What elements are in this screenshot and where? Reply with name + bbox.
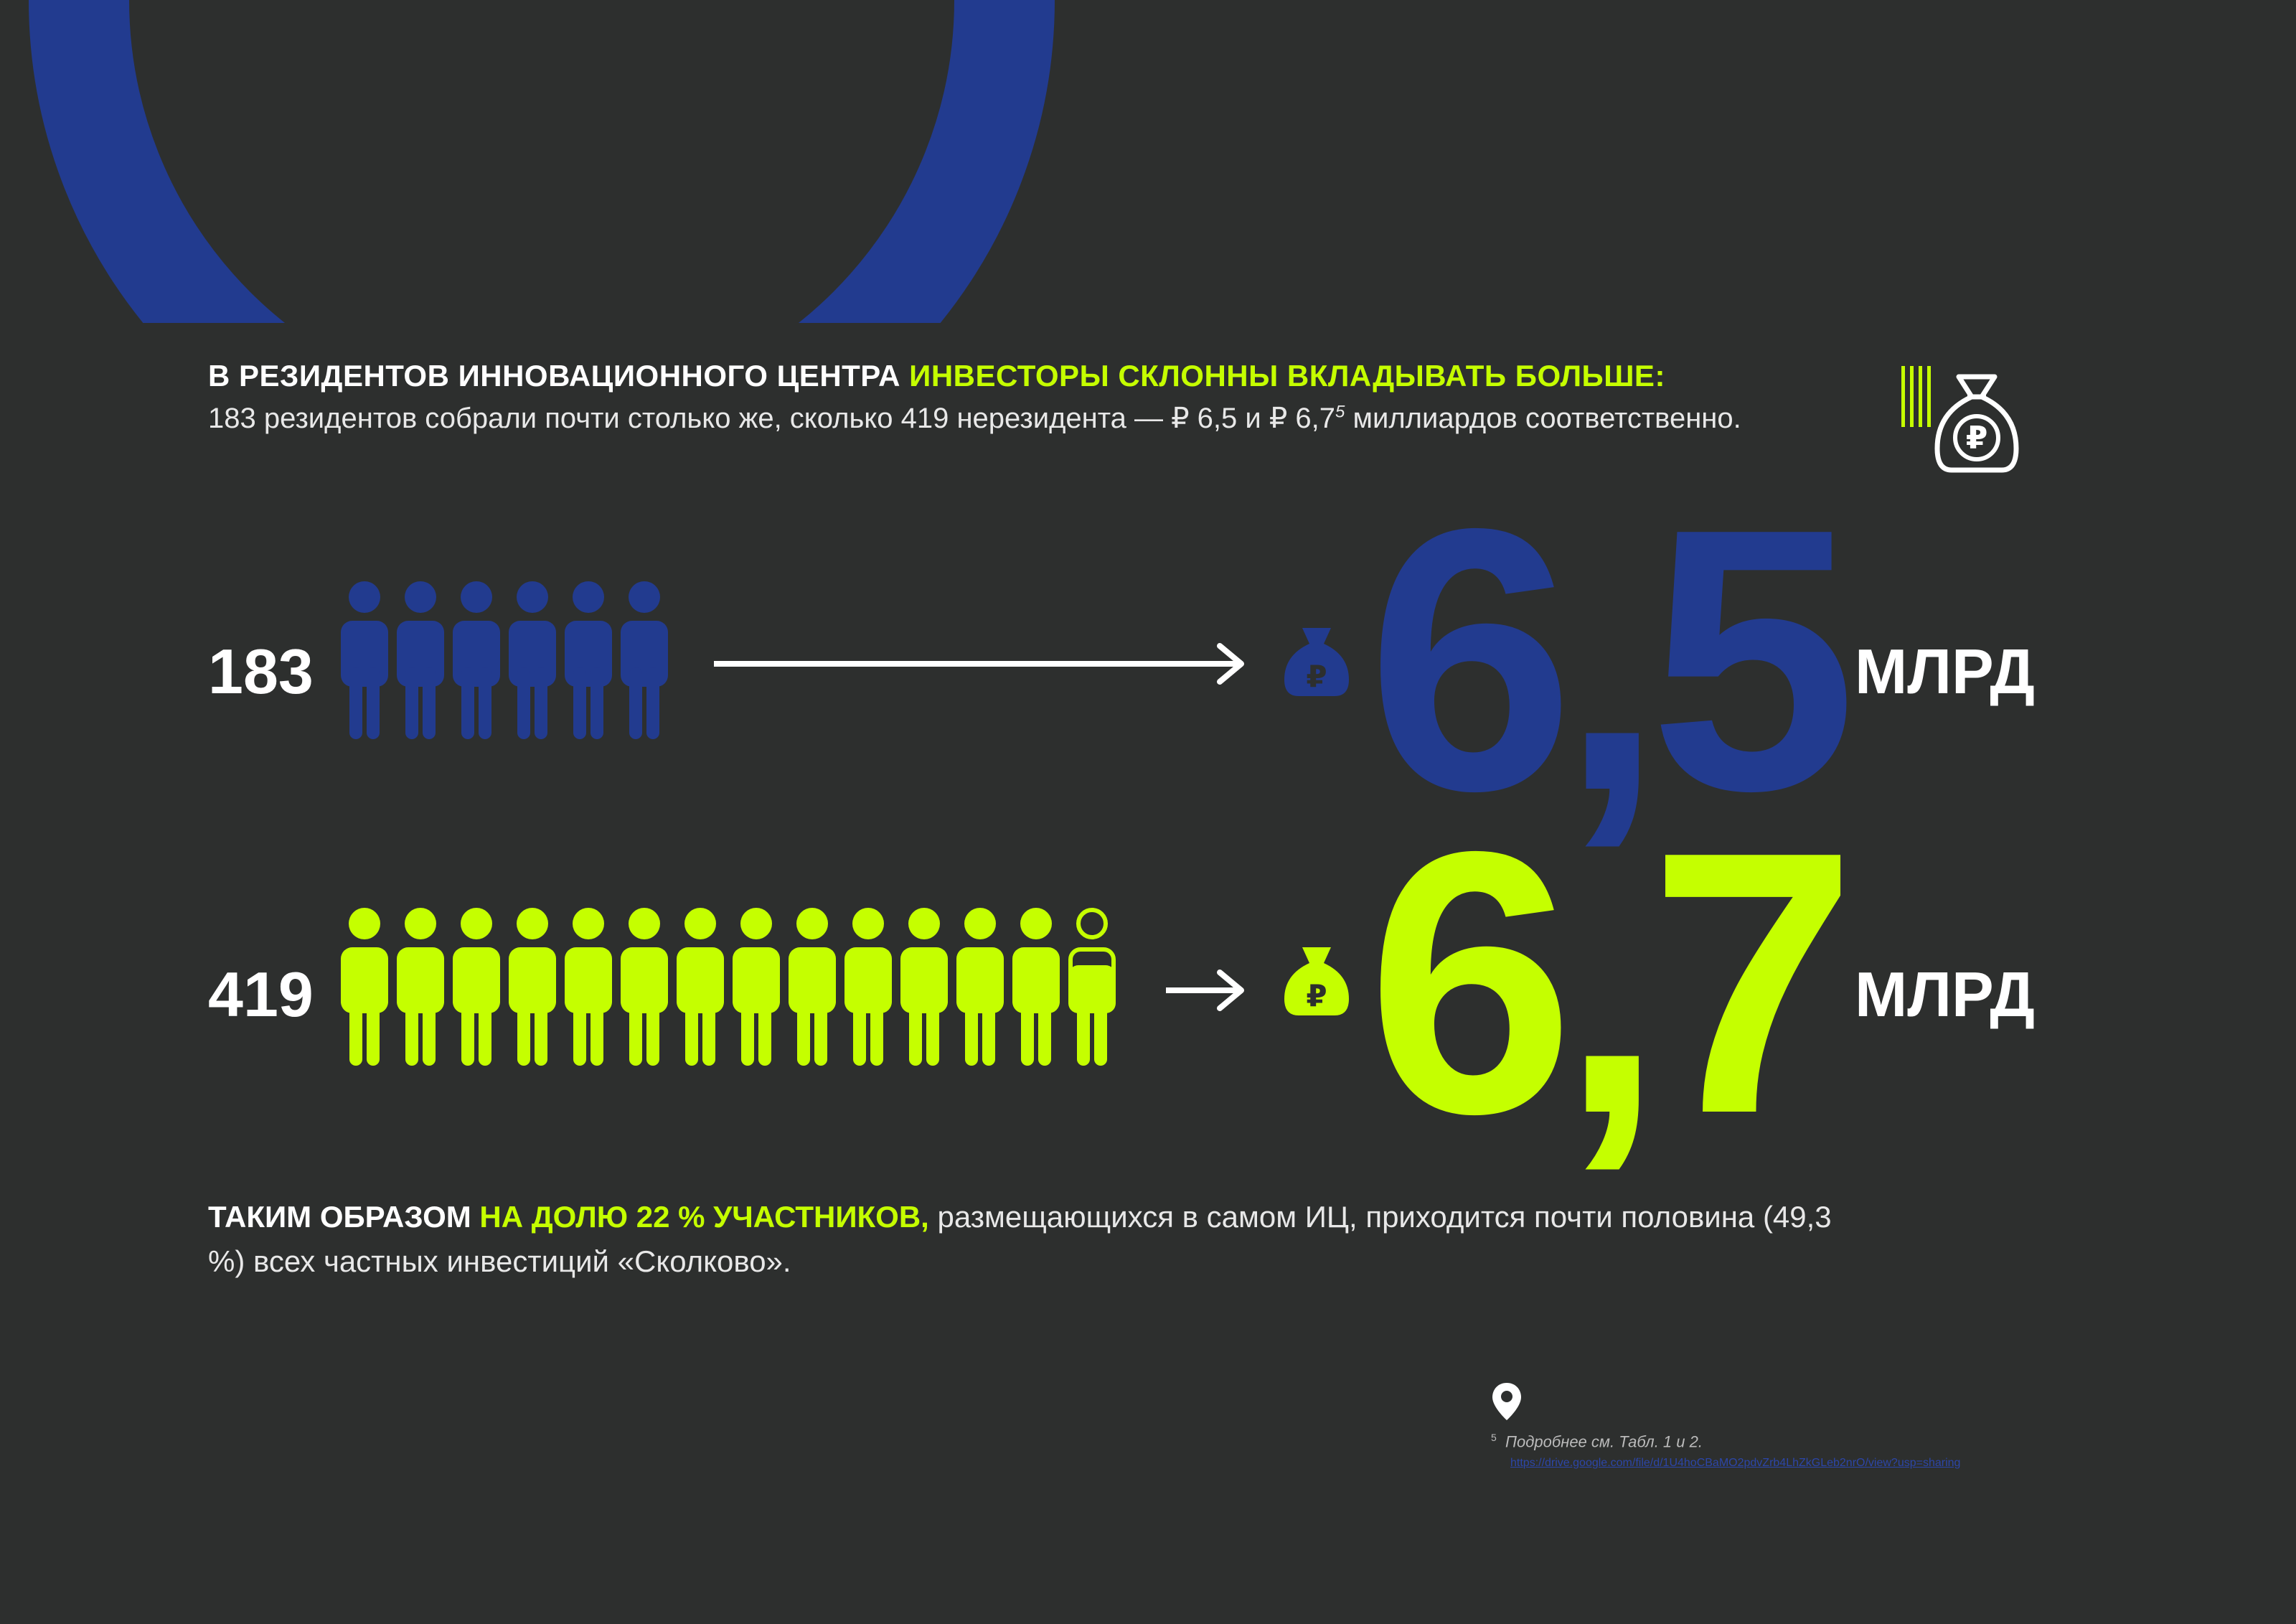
person-icon	[900, 908, 948, 1066]
summary-lead: ТАКИМ ОБРАЗОМ	[208, 1200, 471, 1234]
person-icon	[677, 908, 724, 1066]
row1-unit: МЛРД	[1855, 636, 2035, 707]
row1-people	[341, 581, 668, 739]
person-icon	[733, 908, 780, 1066]
person-icon	[341, 908, 388, 1066]
headline: В РЕЗИДЕНТОВ ИННОВАЦИОННОГО ЦЕНТРА ИНВЕС…	[208, 359, 1665, 393]
person-icon	[565, 908, 612, 1066]
footnote-ref: 5	[1335, 402, 1345, 422]
row1-money-bag-icon: ₽	[1284, 628, 1349, 696]
person-icon	[453, 908, 500, 1066]
headline-white: В РЕЗИДЕНТОВ ИННОВАЦИОННОГО ЦЕНТРА	[208, 359, 900, 393]
person-icon	[621, 908, 668, 1066]
footnote-number: 5	[1491, 1432, 1497, 1443]
person-icon	[621, 581, 668, 739]
person-icon	[397, 908, 444, 1066]
footnote: 5 Подробнее см. Табл. 1 и 2.	[1491, 1432, 1703, 1451]
row2-money-bag-icon: ₽	[1284, 947, 1349, 1015]
money-bag-ruble-icon: ₽	[1901, 366, 2019, 473]
person-icon	[341, 581, 388, 739]
svg-text:₽: ₽	[1306, 978, 1327, 1013]
person-icon	[1012, 908, 1060, 1066]
person-icon	[789, 908, 836, 1066]
person-icon	[509, 581, 556, 739]
footnote-link[interactable]: https://drive.google.com/file/d/1U4hoCBa…	[1510, 1457, 1961, 1469]
row2-people	[341, 908, 1116, 1066]
subline-main: 183 резидентов собрали почти столько же,…	[208, 403, 1336, 434]
row2-count: 419	[208, 959, 314, 1030]
headline-highlight: ИНВЕСТОРЫ СКЛОННЫ ВКЛАДЫВАТЬ БОЛЬШЕ:	[909, 359, 1665, 393]
row1-value: 6,5	[1367, 451, 1857, 868]
row2-arrow	[1166, 970, 1244, 1011]
person-icon	[844, 908, 892, 1066]
person-icon	[509, 908, 556, 1066]
person-partial-icon	[1068, 908, 1116, 1066]
summary-text: ТАКИМ ОБРАЗОМ НА ДОЛЮ 22 % УЧАСТНИКОВ, р…	[208, 1195, 1858, 1284]
summary-highlight: НА ДОЛЮ 22 % УЧАСТНИКОВ,	[479, 1200, 929, 1234]
summary-rest: размещающихся в самом ИЦ, приходится поч…	[208, 1200, 1832, 1278]
location-pin-icon	[1492, 1383, 1521, 1420]
row1-arrow	[714, 643, 1244, 685]
svg-text:₽: ₽	[1306, 659, 1327, 694]
row1-count: 183	[208, 636, 314, 707]
row2-unit: МЛРД	[1855, 959, 2035, 1030]
subline: 183 резидентов собрали почти столько же,…	[208, 402, 1741, 435]
person-icon	[565, 581, 612, 739]
person-icon	[453, 581, 500, 739]
person-icon	[397, 581, 444, 739]
subline-end: миллиардов соответственно.	[1345, 403, 1741, 434]
person-icon	[956, 908, 1004, 1066]
decorative-arc	[29, 0, 1055, 323]
footnote-text: Подробнее см. Табл. 1 и 2.	[1505, 1432, 1703, 1451]
svg-text:₽: ₽	[1966, 420, 1988, 456]
row2-value: 6,7	[1367, 774, 1857, 1191]
